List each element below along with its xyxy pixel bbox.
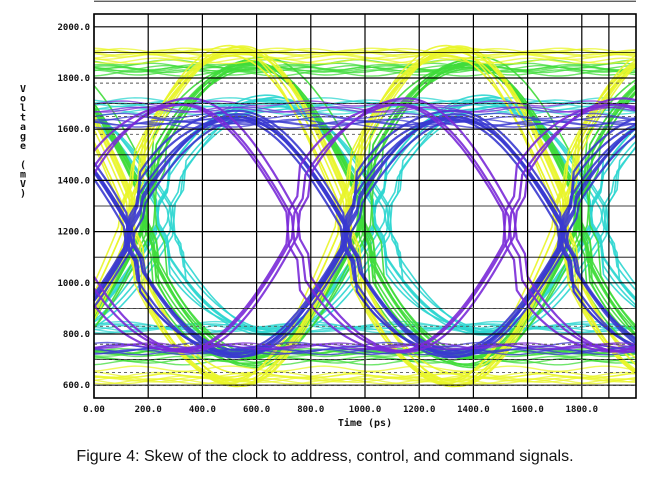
y-axis-title-char: ) xyxy=(20,189,26,200)
y-axis-title-char: g xyxy=(20,132,26,143)
y-axis-title-char: V xyxy=(20,179,26,190)
y-tick-label: 1800.0 xyxy=(57,74,90,84)
x-tick-label: 600.0 xyxy=(243,405,270,415)
y-axis-title-char: o xyxy=(20,94,26,105)
y-axis-title-char: m xyxy=(20,170,26,181)
figure-caption: Figure 4: Skew of the clock to address, … xyxy=(76,448,574,465)
y-axis-title-char: ( xyxy=(20,160,26,171)
y-tick-label: 1600.0 xyxy=(57,125,90,135)
y-axis-title-char: l xyxy=(20,103,26,114)
plot-border xyxy=(93,13,637,399)
y-tick-label: 1400.0 xyxy=(57,176,90,186)
x-tick-label: 0.00 xyxy=(83,405,105,415)
y-tick-label: 1000.0 xyxy=(57,279,90,289)
plot-frame xyxy=(93,13,637,399)
y-tick-label: 600.0 xyxy=(63,381,90,391)
y-axis-title-char: V xyxy=(20,84,26,95)
x-tick-label: 1400.0 xyxy=(457,405,490,415)
y-axis-title-char: e xyxy=(20,141,26,152)
x-axis-title: Time (ps) xyxy=(338,417,392,429)
x-tick-label: 400.0 xyxy=(189,405,216,415)
x-tick-labels: 0.00 200.0 400.0 600.0 800.0 1000.0 1200.0 1400… xyxy=(83,405,598,415)
x-tick-label: 800.0 xyxy=(297,405,324,415)
y-tick-labels: 600.0 800.0 1000.0 1200.0 1400.0 1600.0 1800.0… xyxy=(57,23,90,391)
y-tick-label: 800.0 xyxy=(63,330,90,340)
x-tick-label: 200.0 xyxy=(135,405,162,415)
x-tick-label: 1000.0 xyxy=(349,405,382,415)
y-axis-title-char: t xyxy=(20,113,26,124)
y-tick-label: 1200.0 xyxy=(57,228,90,238)
grid-lines xyxy=(93,0,636,398)
y-axis-title-char: a xyxy=(20,122,26,133)
y-tick-label: 2000.0 xyxy=(57,23,90,33)
x-tick-label: 1800.0 xyxy=(566,405,599,415)
x-tick-label: 1200.0 xyxy=(403,405,436,415)
eye-diagram-chart: 600.0 800.0 1000.0 1200.0 1400.0 1600.0 1800.0… xyxy=(20,0,637,429)
x-tick-label: 1600.0 xyxy=(511,405,544,415)
